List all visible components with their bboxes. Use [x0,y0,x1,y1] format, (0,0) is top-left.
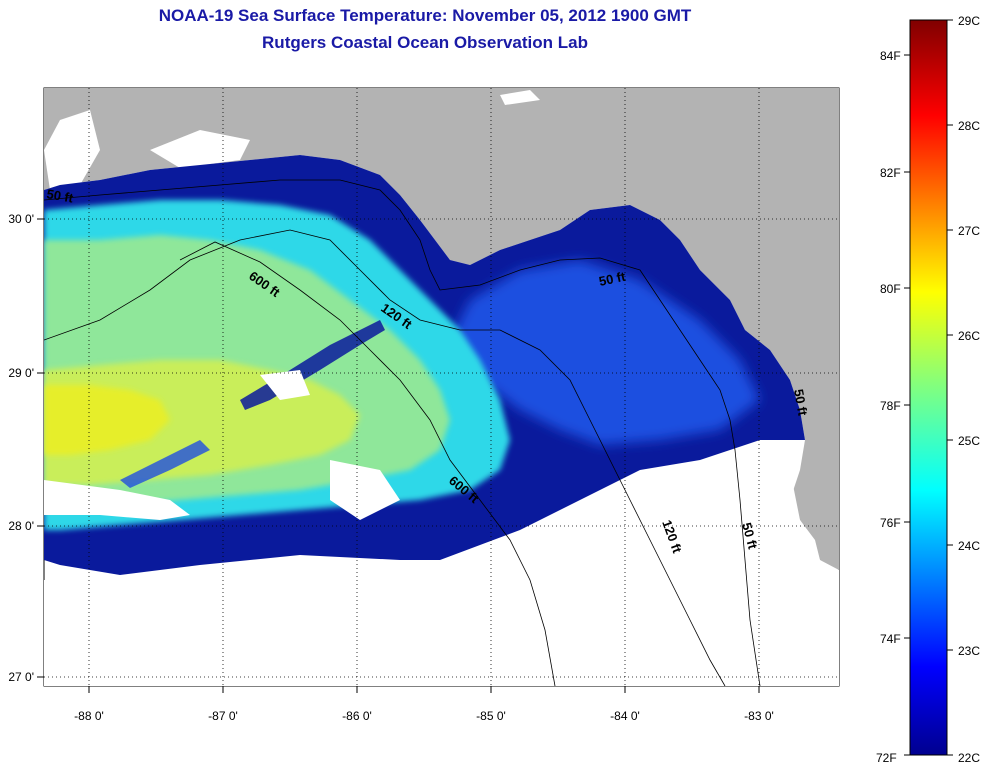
lon-tick-label: -84 0' [610,709,640,723]
colorbar-celsius-label: 29C [958,14,980,28]
sst-yellow [44,385,170,455]
colorbar-celsius-label: 26C [958,329,980,343]
colorbar-celsius-label: 22C [958,751,980,765]
colorbar-fahrenheit-label: 76F [880,516,901,530]
colorbar-fahrenheit-label: 80F [880,282,901,296]
colorbar-fahrenheit-label: 72F [876,751,897,765]
contour-label: 50 ft [45,186,75,206]
colorbar-celsius-label: 25C [958,434,980,448]
sst-blue [450,260,760,445]
lat-tick-label: 27 0' [8,670,34,684]
colorbar-fahrenheit-label: 74F [880,632,901,646]
colorbar-celsius-label: 27C [958,224,980,238]
map-subtitle: Rutgers Coastal Ocean Observation Lab [262,33,588,52]
lat-tick-label: 29 0' [8,366,34,380]
lon-tick-label: -86 0' [342,709,372,723]
contour-50ft [44,179,761,686]
graticule [44,88,839,686]
lon-tick-label: -83 0' [744,709,774,723]
contour-label: 50 ft [598,269,628,289]
contour-label: 50 ft [739,521,761,551]
lon-tick-label: -87 0' [208,709,238,723]
colorbar [909,19,948,756]
lon-tick-label: -85 0' [476,709,506,723]
lat-tick-label: 28 0' [8,519,34,533]
colorbar-celsius-label: 24C [958,539,980,553]
land-florida [44,88,839,570]
map-title: NOAA-19 Sea Surface Temperature: Novembe… [158,6,692,25]
colorbar-fahrenheit-label: 82F [880,166,901,180]
lat-tick-label: 30 0' [8,212,34,226]
colorbar-celsius-label: 23C [958,644,980,658]
colorbar-fahrenheit-label: 84F [880,49,901,63]
colorbar-fahrenheit-label: 78F [880,399,901,413]
contour-600ft [179,241,556,686]
colorbar-celsius-label: 28C [958,119,980,133]
lon-tick-label: -88 0' [74,709,104,723]
contour-120ft [44,229,726,686]
contour-label: 50 ft [791,388,811,418]
